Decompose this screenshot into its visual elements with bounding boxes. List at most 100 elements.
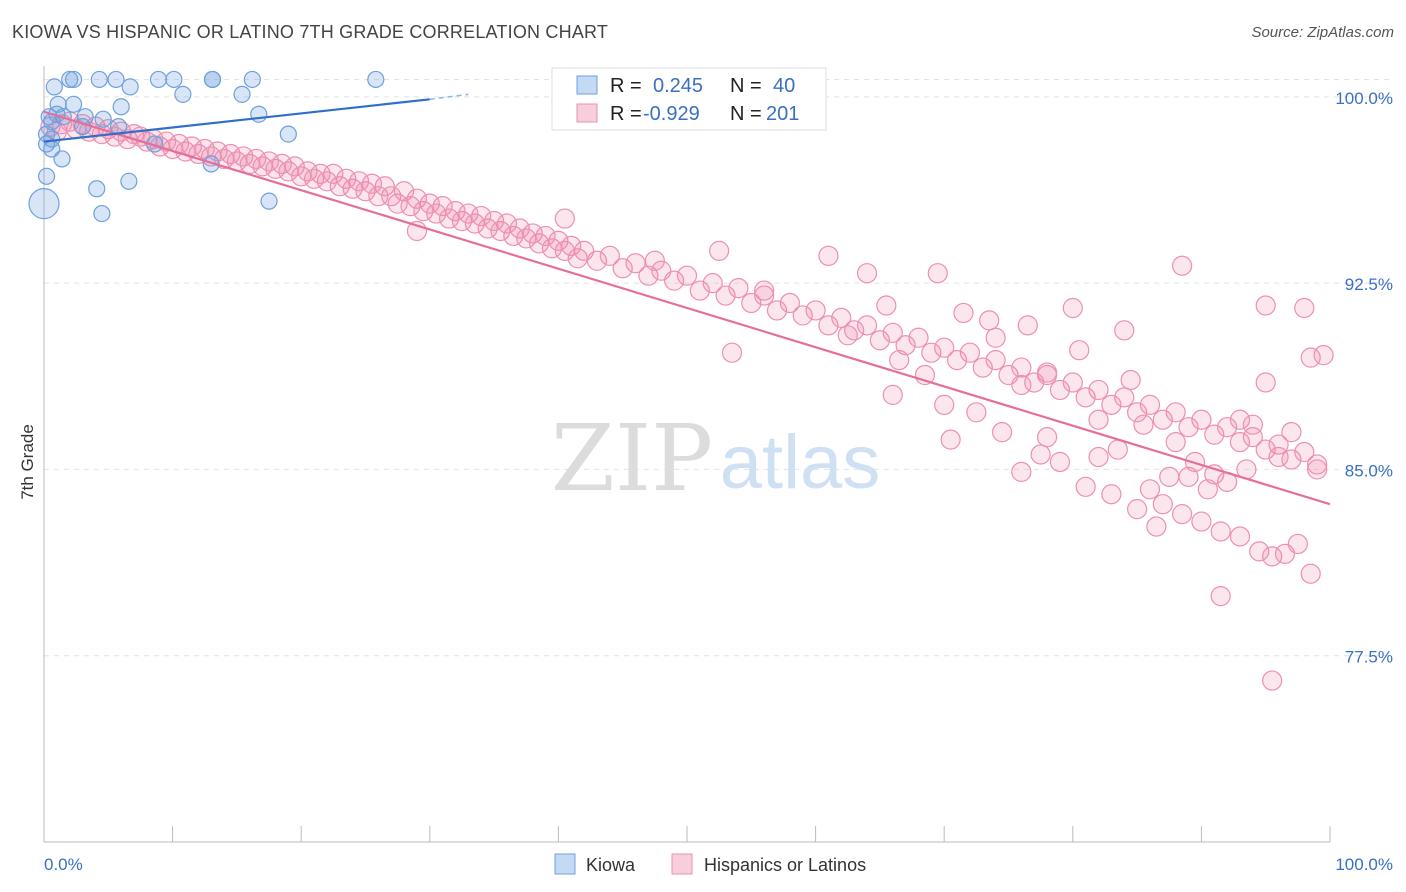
legend-r-label-1: R =	[610, 75, 642, 97]
hispanics-point-166	[934, 394, 955, 415]
hispanics-point-98	[766, 300, 788, 321]
hispanics-point-129	[1165, 402, 1186, 423]
hispanics-point-95	[728, 277, 749, 299]
hispanics-point-88	[638, 265, 659, 286]
hispanics-point-81	[561, 235, 582, 256]
hispanics-point-161	[1255, 372, 1276, 393]
kiowa-point-2	[90, 70, 108, 89]
hispanics-point-105	[856, 315, 878, 336]
hispanics-point-185	[1036, 427, 1058, 448]
watermark-atlas: atlas	[720, 420, 881, 505]
hispanics-point-202	[1255, 295, 1276, 316]
kiowa-point-8	[243, 70, 261, 89]
hispanics-point-145	[754, 280, 775, 301]
hispanics-point-117	[1011, 357, 1032, 378]
hispanics-point-46	[336, 168, 357, 189]
hispanics-point-142	[554, 208, 575, 229]
hispanics-point-101	[805, 300, 826, 321]
hispanics-point-132	[1204, 424, 1225, 445]
hispanics-point-136	[1255, 439, 1276, 460]
hispanics-point-86	[612, 258, 633, 279]
hispanics-point-73	[509, 218, 530, 239]
hispanics-point-131	[1191, 409, 1212, 430]
hispanics-point-100	[792, 305, 813, 326]
legend: R = 0.245 N = 40 R = -0.929 N = 201	[551, 67, 827, 131]
bottom-legend: Kiowa Hispanics or Latinos	[554, 853, 866, 875]
hispanics-point-128	[1152, 409, 1173, 430]
hispanics-point-188	[1088, 446, 1109, 468]
hispanics-point-196	[1249, 541, 1270, 562]
hispanics-point-96	[741, 292, 762, 314]
hispanics-point-99	[779, 292, 800, 314]
hispanics-point-110	[921, 342, 942, 363]
hispanics-point-94	[715, 285, 736, 306]
legend-r-label-2: R =	[610, 103, 642, 125]
bottom-legend-label-hispanics: Hispanics or Latinos	[704, 855, 866, 875]
hispanics-point-138	[1281, 449, 1302, 470]
hispanics-point-190	[1126, 499, 1148, 520]
hispanics-point-156	[1133, 414, 1154, 435]
hispanics-point-44	[323, 163, 344, 184]
hispanics-point-197	[1262, 546, 1283, 567]
kiowa-point-26	[279, 125, 297, 143]
hispanics-point-193	[1191, 511, 1212, 532]
hispanics-point-172	[1088, 409, 1109, 430]
legend-swatch-kiowa	[576, 75, 598, 95]
hispanics-point-149	[927, 263, 948, 284]
kiowa-trend-line	[43, 98, 430, 143]
kiowa-point-22	[94, 110, 112, 128]
hispanics-point-170	[1036, 362, 1058, 383]
hispanics-point-65	[458, 203, 479, 224]
hispanics-point-93	[702, 273, 723, 294]
hispanics-point-114	[972, 357, 993, 378]
x-tick-label-1: 100.0%	[1335, 855, 1393, 874]
kiowa-point-36	[88, 180, 106, 198]
hispanics-point-175	[1159, 466, 1180, 487]
hispanics-point-91	[676, 265, 698, 286]
hispanics-point-106	[869, 330, 891, 351]
hispanics-point-150	[953, 302, 974, 324]
hispanics-point-121	[1062, 372, 1083, 393]
hispanics-point-208	[940, 429, 961, 450]
hispanics-point-103	[831, 307, 852, 329]
axes	[43, 66, 1331, 843]
hispanics-point-84	[586, 250, 608, 271]
bottom-legend-swatch-hispanics	[671, 853, 693, 875]
hispanics-point-187	[1075, 476, 1096, 497]
legend-swatch-hispanics	[576, 103, 598, 123]
hispanics-point-151	[979, 310, 1000, 331]
hispanics-point-144	[709, 240, 730, 261]
hispanics-point-157	[1165, 431, 1186, 453]
kiowa-point-10	[45, 78, 63, 96]
kiowa-point-38	[93, 204, 111, 223]
hispanics-point-184	[1011, 461, 1032, 483]
hispanics-point-183	[991, 422, 1013, 443]
hispanics-point-146	[818, 245, 839, 266]
legend-r-value-2: -0.929	[643, 103, 700, 125]
kiowa-point-39	[260, 192, 278, 210]
hispanics-point-57	[406, 188, 428, 209]
hispanics-point-79	[548, 230, 569, 252]
hispanics-point-201	[1172, 255, 1193, 276]
chart-title: KIOWA VS HISPANIC OR LATINO 7TH GRADE CO…	[12, 22, 609, 42]
kiowa-point-3	[107, 70, 125, 89]
hispanics-point-140	[1307, 454, 1328, 475]
hispanics-point-171	[1069, 340, 1090, 361]
y-tick-label-0: 100.0%	[1335, 89, 1393, 108]
kiowa-point-11	[121, 78, 139, 96]
hispanics-point-120	[1049, 379, 1071, 401]
hispanics-point-50	[361, 173, 383, 194]
hispanics-point-162	[1300, 347, 1321, 368]
hispanics-point-174	[1139, 479, 1161, 500]
hispanics-point-71	[496, 213, 518, 234]
hispanics-point-55	[393, 181, 415, 202]
hispanics-point-122	[1075, 387, 1096, 408]
hispanics-point-207	[882, 384, 903, 406]
hispanics-point-147	[856, 263, 878, 284]
hispanics-point-133	[1217, 417, 1238, 438]
legend-n-value-1: 40	[773, 75, 795, 97]
hispanics-point-69	[484, 210, 505, 232]
hispanics-point-155	[1120, 369, 1141, 391]
hispanics-point-38	[284, 156, 305, 177]
